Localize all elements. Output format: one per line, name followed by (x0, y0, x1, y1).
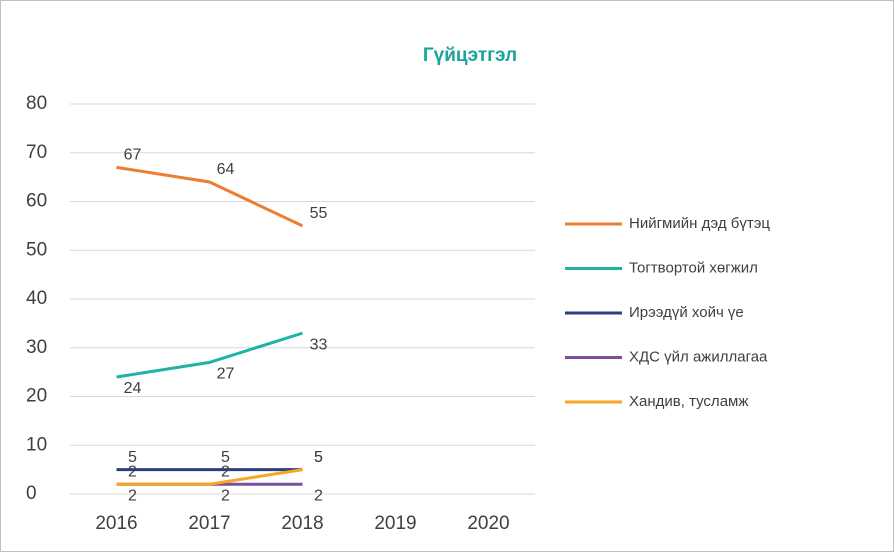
series-line (116, 331, 303, 379)
y-tick-label: 50 (26, 239, 47, 260)
data-label: 5 (314, 449, 323, 466)
data-label: 2 (314, 487, 323, 504)
legend-label: Нийгмийн дэд бүтэц (629, 215, 770, 232)
legend-label: Ирээдүй хойч үе (629, 304, 744, 321)
data-label: 55 (310, 205, 328, 222)
y-tick-label: 40 (26, 288, 47, 309)
x-tick-label: 2017 (188, 513, 230, 534)
data-label: 2 (128, 463, 137, 480)
series-line (116, 165, 304, 228)
legend-label: Тогтвортой хөгжил (629, 259, 758, 276)
x-tick-label: 2020 (467, 513, 509, 534)
y-tick-label: 30 (26, 337, 47, 358)
legend-label: ХДС үйл ажиллагаа (629, 348, 768, 365)
data-label: 5 (221, 449, 230, 466)
data-label: 64 (217, 161, 235, 178)
y-tick-label: 0 (26, 483, 37, 504)
x-tick-label: 2018 (281, 513, 323, 534)
y-tick-label: 80 (26, 93, 47, 114)
data-label: 27 (217, 366, 235, 383)
y-tick-label: 20 (26, 386, 47, 407)
data-label: 2 (221, 487, 230, 504)
x-tick-label: 2019 (374, 513, 416, 534)
legend-label: Хандив, тусламж (629, 393, 748, 410)
y-tick-label: 10 (26, 434, 47, 455)
data-label: 24 (124, 380, 142, 397)
data-label: 2 (128, 487, 137, 504)
y-tick-label: 60 (26, 191, 47, 212)
chart-title: Гүйцэтгэл (423, 45, 517, 66)
series-line (116, 468, 303, 486)
data-label: 5 (314, 449, 323, 466)
y-tick-label: 70 (26, 142, 47, 163)
x-tick-label: 2016 (95, 513, 137, 534)
data-label: 5 (128, 449, 137, 466)
data-label: 67 (124, 147, 142, 164)
data-label: 33 (310, 336, 328, 353)
data-label: 2 (221, 463, 230, 480)
